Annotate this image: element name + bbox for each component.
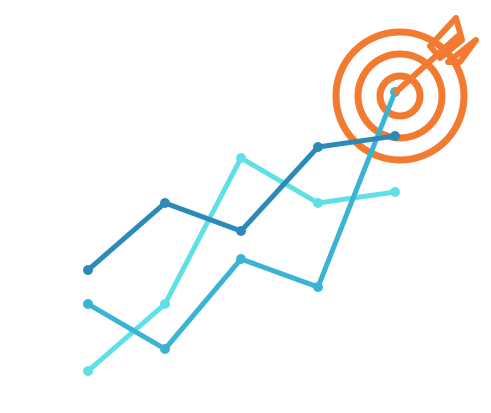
arrow-fletch-lower bbox=[445, 37, 479, 65]
target-middle-ring bbox=[354, 50, 446, 142]
dark-blue-line-point-4 bbox=[313, 142, 323, 152]
dark-blue-line-point-1 bbox=[83, 265, 93, 275]
dark-blue-line-point-3 bbox=[236, 226, 246, 236]
arrow-shaft bbox=[393, 33, 461, 95]
target-inner-ring bbox=[376, 72, 424, 120]
mid-blue-line-point-3 bbox=[236, 254, 246, 264]
mid-blue-line-point-2 bbox=[160, 344, 170, 354]
target-icon bbox=[332, 28, 468, 164]
line-series-group bbox=[83, 87, 400, 376]
arrow-icon bbox=[393, 15, 479, 95]
light-cyan-line-point-2 bbox=[160, 299, 170, 309]
light-cyan-line-point-3 bbox=[236, 153, 246, 163]
dark-blue-line-point-5 bbox=[390, 131, 400, 141]
light-cyan-line-point-5 bbox=[390, 187, 400, 197]
light-cyan-line-point-1 bbox=[83, 366, 93, 376]
dark-blue-line-point-2 bbox=[160, 198, 170, 208]
target-outer-ring bbox=[332, 28, 468, 164]
light-cyan-line bbox=[83, 153, 400, 376]
mid-blue-line bbox=[83, 87, 400, 354]
light-cyan-line-point-4 bbox=[313, 198, 323, 208]
dark-blue-line bbox=[83, 131, 400, 275]
mid-blue-line-point-1 bbox=[83, 299, 93, 309]
mid-blue-line-point-4 bbox=[313, 282, 323, 292]
light-cyan-line-path bbox=[85, 155, 398, 374]
arrow-fletch-upper bbox=[427, 15, 465, 61]
